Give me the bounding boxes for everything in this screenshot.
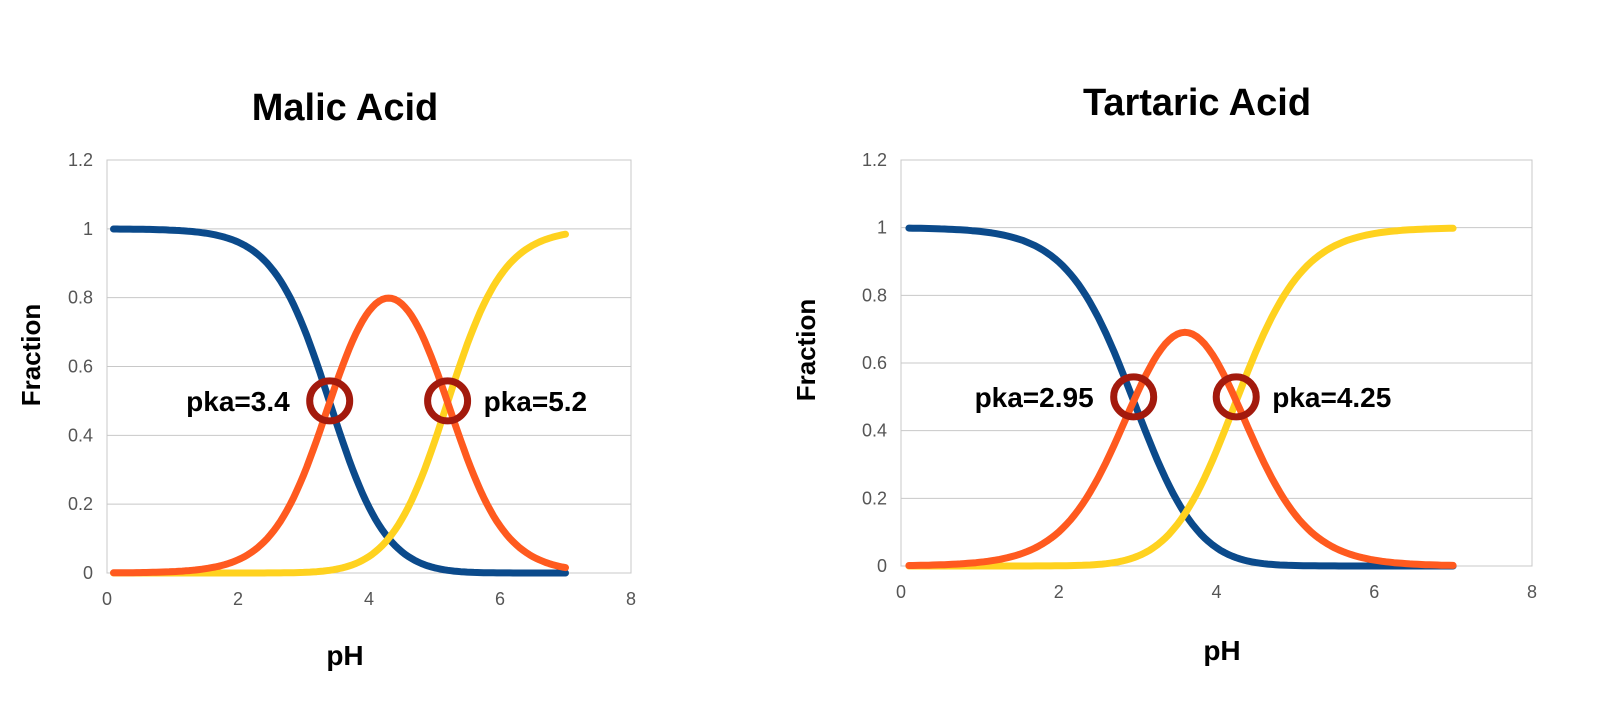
x-tick-label: 0 bbox=[896, 582, 906, 602]
series-line-ha bbox=[110, 294, 569, 577]
series-line-ha bbox=[905, 328, 1457, 569]
x-tick-label: 2 bbox=[1054, 582, 1064, 602]
y-tick-label: 1 bbox=[877, 218, 887, 238]
y-tick-label: 0.6 bbox=[862, 353, 887, 373]
pka-label: pka=5.2 bbox=[484, 386, 588, 417]
x-tick-label: 8 bbox=[626, 589, 636, 609]
chart-title: Malic Acid bbox=[252, 87, 439, 129]
series-line-a2 bbox=[905, 224, 1457, 570]
x-tick-label: 0 bbox=[102, 589, 112, 609]
x-tick-label: 4 bbox=[364, 589, 374, 609]
y-axis-label: Fraction bbox=[791, 299, 821, 402]
x-tick-label: 4 bbox=[1211, 582, 1221, 602]
x-axis-label: pH bbox=[1203, 635, 1240, 666]
y-tick-label: 0.2 bbox=[68, 494, 93, 514]
chart-malic-acid: Malic Acid Fraction pH 0 0.2 0.4 0.6 0.8 1 1.2… bbox=[16, 87, 636, 671]
y-tick-label: 0.4 bbox=[68, 425, 93, 445]
y-tick-label: 1.2 bbox=[68, 150, 93, 170]
x-tick-label: 6 bbox=[1369, 582, 1379, 602]
y-tick-label: 0.4 bbox=[862, 421, 887, 441]
x-axis-label: pH bbox=[326, 640, 363, 671]
pka-label: pka=4.25 bbox=[1272, 382, 1391, 413]
y-tick-label: 0 bbox=[877, 556, 887, 576]
pka-marker bbox=[1212, 373, 1260, 421]
y-tick-label: 1.2 bbox=[862, 150, 887, 170]
series-line-h2a bbox=[905, 224, 1457, 570]
chart-tartaric-acid: Tartaric Acid Fraction pH 0 0.2 0.4 0.6 0.8 1… bbox=[791, 82, 1537, 666]
series-line-h2a bbox=[110, 225, 569, 577]
y-tick-label: 0.8 bbox=[862, 285, 887, 305]
y-tick-label: 0.2 bbox=[862, 488, 887, 508]
x-tick-label: 6 bbox=[495, 589, 505, 609]
plot-frame bbox=[900, 159, 1533, 567]
x-tick-label: 8 bbox=[1527, 582, 1537, 602]
plot-area: 0 0.2 0.4 0.6 0.8 1 1.2 0 2 4 6 8 pka=3.4 pka=5.2 bbox=[68, 150, 636, 609]
pka-marker bbox=[424, 377, 472, 425]
x-tick-label: 2 bbox=[233, 589, 243, 609]
pka-marker bbox=[306, 377, 354, 425]
pka-label: pka=3.4 bbox=[186, 386, 290, 417]
y-axis-label: Fraction bbox=[16, 304, 46, 407]
plot-frame bbox=[106, 159, 632, 574]
pka-label: pka=2.95 bbox=[975, 382, 1094, 413]
plot-area: 0 0.2 0.4 0.6 0.8 1 1.2 0 2 4 6 8 pka=2.95 pka=4.25 bbox=[862, 150, 1537, 602]
y-tick-label: 0.6 bbox=[68, 357, 93, 377]
y-tick-label: 0 bbox=[83, 563, 93, 583]
y-tick-label: 0.8 bbox=[68, 288, 93, 308]
pka-marker bbox=[1110, 373, 1158, 421]
y-tick-label: 1 bbox=[83, 219, 93, 239]
chart-title: Tartaric Acid bbox=[1083, 82, 1311, 124]
